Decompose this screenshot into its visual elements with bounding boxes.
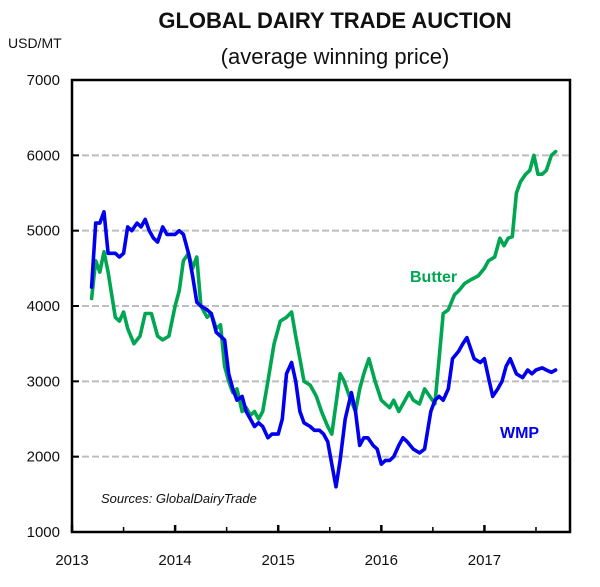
gridlines: [72, 154, 570, 458]
y-tick-label-6000: 6000: [27, 147, 60, 164]
x-tick-label-2014: 2014: [158, 552, 191, 569]
source-note: Sources: GlobalDairyTrade: [101, 491, 257, 506]
series-line-butter: [89, 149, 558, 436]
y-tick-label-4000: 4000: [27, 298, 60, 315]
y-tick-label-2000: 2000: [27, 449, 60, 466]
chart-subtitle: (average winning price): [221, 44, 450, 69]
series-label-butter: Butter: [410, 269, 457, 286]
series-line-wmp: [89, 210, 558, 489]
axis-ticks: [70, 79, 537, 533]
y-tick-label-1000: 1000: [27, 524, 60, 541]
series-layer: [89, 149, 558, 489]
y-tick-label-7000: 7000: [27, 72, 60, 89]
x-tick-labels: 2013 2014 2015 2016 2017: [55, 552, 501, 569]
chart-title: GLOBAL DAIRY TRADE AUCTION: [158, 8, 511, 33]
y-tick-label-5000: 5000: [27, 223, 60, 240]
x-tick-label-2017: 2017: [468, 552, 501, 569]
x-tick-label-2013: 2013: [55, 552, 88, 569]
x-tick-label-2015: 2015: [262, 552, 295, 569]
y-tick-label-3000: 3000: [27, 373, 60, 390]
y-tick-labels: 1000 2000 3000 4000 5000 6000 7000: [27, 72, 60, 541]
y-axis-unit-label: USD/MT: [8, 35, 62, 51]
x-tick-label-2016: 2016: [365, 552, 398, 569]
series-label-wmp: WMP: [500, 425, 539, 442]
